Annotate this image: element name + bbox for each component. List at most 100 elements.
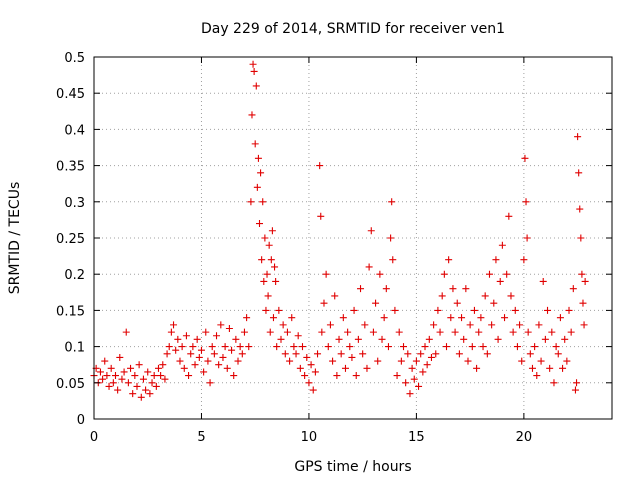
data-point xyxy=(475,328,483,336)
data-point xyxy=(526,350,534,358)
data-point xyxy=(533,372,541,380)
data-point xyxy=(223,364,231,372)
data-point xyxy=(146,390,154,398)
data-point xyxy=(144,368,152,376)
data-point xyxy=(178,343,186,351)
data-point xyxy=(103,372,111,380)
data-point xyxy=(447,314,455,322)
data-point xyxy=(208,343,216,351)
data-point xyxy=(516,321,524,329)
data-point xyxy=(230,372,238,380)
data-point xyxy=(105,382,113,390)
data-point xyxy=(548,328,556,336)
data-point xyxy=(267,256,275,264)
data-point xyxy=(99,375,107,383)
x-tick-label: 5 xyxy=(197,430,205,445)
data-point xyxy=(261,234,269,242)
data-point xyxy=(579,299,587,307)
data-point xyxy=(200,368,208,376)
data-point xyxy=(251,140,259,148)
data-point xyxy=(393,372,401,380)
y-tick-label: 0.25 xyxy=(56,232,85,247)
data-point xyxy=(180,364,188,372)
data-point xyxy=(575,169,583,177)
data-point xyxy=(380,314,388,322)
data-point xyxy=(281,350,289,358)
data-point xyxy=(279,321,287,329)
data-point xyxy=(148,379,156,387)
data-point xyxy=(305,379,313,387)
y-tick-label: 0.4 xyxy=(64,123,85,138)
data-point xyxy=(354,335,362,343)
data-point xyxy=(523,234,531,242)
data-point xyxy=(544,306,552,314)
data-point xyxy=(116,353,124,361)
data-point xyxy=(455,350,463,358)
data-point xyxy=(248,111,256,119)
data-points xyxy=(90,60,589,401)
data-point xyxy=(322,270,330,278)
data-point xyxy=(320,299,328,307)
data-point xyxy=(157,372,165,380)
data-point xyxy=(539,277,547,285)
data-point xyxy=(485,270,493,278)
data-point xyxy=(296,364,304,372)
data-point xyxy=(503,270,511,278)
data-point xyxy=(483,350,491,358)
data-point xyxy=(124,379,132,387)
data-point xyxy=(432,350,440,358)
data-point xyxy=(346,343,354,351)
y-tick-label: 0.5 xyxy=(64,51,85,66)
data-point xyxy=(225,325,233,332)
data-point xyxy=(565,306,573,314)
data-point xyxy=(419,368,427,376)
y-tick-label: 0.15 xyxy=(56,304,85,319)
data-point xyxy=(550,379,558,387)
data-point xyxy=(521,154,529,162)
data-point xyxy=(479,343,487,351)
data-point xyxy=(374,357,382,365)
data-point xyxy=(470,306,478,314)
data-point xyxy=(412,357,420,365)
data-point xyxy=(382,285,390,293)
data-point xyxy=(206,379,214,387)
data-point xyxy=(494,335,502,343)
y-tick-label: 0.1 xyxy=(64,341,85,356)
y-axis-label: SRMTID / TECUs xyxy=(7,182,23,295)
data-point xyxy=(161,375,169,383)
data-point xyxy=(167,328,175,336)
data-point xyxy=(531,343,539,351)
data-point xyxy=(425,335,433,343)
data-point xyxy=(563,357,571,365)
data-point xyxy=(430,321,438,329)
data-point xyxy=(464,357,472,365)
data-point xyxy=(337,350,345,358)
data-point xyxy=(436,328,444,336)
data-point xyxy=(501,314,509,322)
y-tick-label: 0.2 xyxy=(64,268,85,283)
data-point xyxy=(326,321,334,329)
data-point xyxy=(580,321,588,329)
data-point xyxy=(415,382,423,390)
data-point xyxy=(176,357,184,365)
data-point xyxy=(250,67,258,75)
data-point xyxy=(554,350,562,358)
data-point xyxy=(451,328,459,336)
data-point xyxy=(217,321,225,329)
x-tick-label: 20 xyxy=(516,430,533,445)
data-point xyxy=(333,372,341,380)
data-point xyxy=(567,328,575,336)
data-point xyxy=(135,361,143,369)
data-point xyxy=(546,364,554,372)
data-point xyxy=(262,306,270,314)
data-point xyxy=(159,361,167,369)
x-tick-label: 15 xyxy=(408,430,425,445)
data-point xyxy=(571,386,579,394)
x-axis-label: GPS time / hours xyxy=(294,459,411,475)
x-tick-labels: 0 5 10 15 20 xyxy=(90,430,532,445)
y-tick-label: 0.05 xyxy=(56,377,85,392)
data-point xyxy=(573,379,581,387)
data-point xyxy=(258,256,266,264)
data-point xyxy=(195,353,203,361)
data-point xyxy=(174,335,182,343)
